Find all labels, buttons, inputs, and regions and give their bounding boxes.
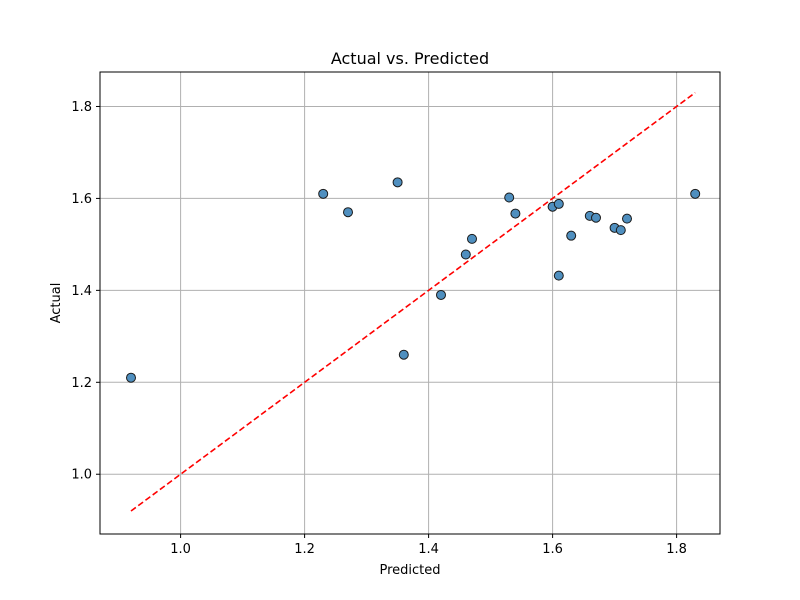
data-point xyxy=(436,289,446,300)
x-tick-label: 1.6 xyxy=(542,542,563,557)
data-point xyxy=(398,349,409,360)
data-point xyxy=(510,208,521,219)
data-point xyxy=(566,230,577,241)
y-tick-label: 1.0 xyxy=(71,468,92,483)
data-point xyxy=(460,249,471,260)
chart-title: Actual vs. Predicted xyxy=(331,49,489,68)
data-point xyxy=(343,207,353,218)
y-tick-label: 1.6 xyxy=(71,192,92,207)
x-tick-label: 1.8 xyxy=(666,542,687,557)
data-point xyxy=(690,188,701,199)
y-axis-title: Actual xyxy=(49,283,64,324)
data-point xyxy=(467,233,477,244)
y-axis-ticks: 1.0 1.2 1.4 1.6 1.8 xyxy=(71,100,100,483)
data-point xyxy=(622,213,632,224)
y-tick-label: 1.2 xyxy=(71,376,92,391)
data-point xyxy=(553,270,564,281)
x-tick-label: 1.4 xyxy=(418,542,439,557)
data-point xyxy=(318,188,329,199)
x-axis-ticks: 1.0 1.2 1.4 1.6 1.8 xyxy=(170,534,687,557)
y-tick-label: 1.4 xyxy=(71,284,92,299)
data-point xyxy=(591,212,601,223)
data-point xyxy=(392,177,403,188)
x-tick-label: 1.0 xyxy=(170,542,191,557)
plot-frame xyxy=(99,71,721,535)
x-axis-title: Predicted xyxy=(379,563,440,578)
grid-lines xyxy=(100,72,720,534)
data-points xyxy=(126,177,701,383)
data-point xyxy=(553,198,564,209)
y-tick-label: 1.8 xyxy=(71,100,92,115)
x-tick-label: 1.2 xyxy=(294,542,315,557)
data-point xyxy=(615,225,626,236)
data-point xyxy=(126,372,136,383)
data-point xyxy=(504,192,515,203)
ideal-fit-line xyxy=(130,92,696,512)
reference-line xyxy=(130,92,696,512)
